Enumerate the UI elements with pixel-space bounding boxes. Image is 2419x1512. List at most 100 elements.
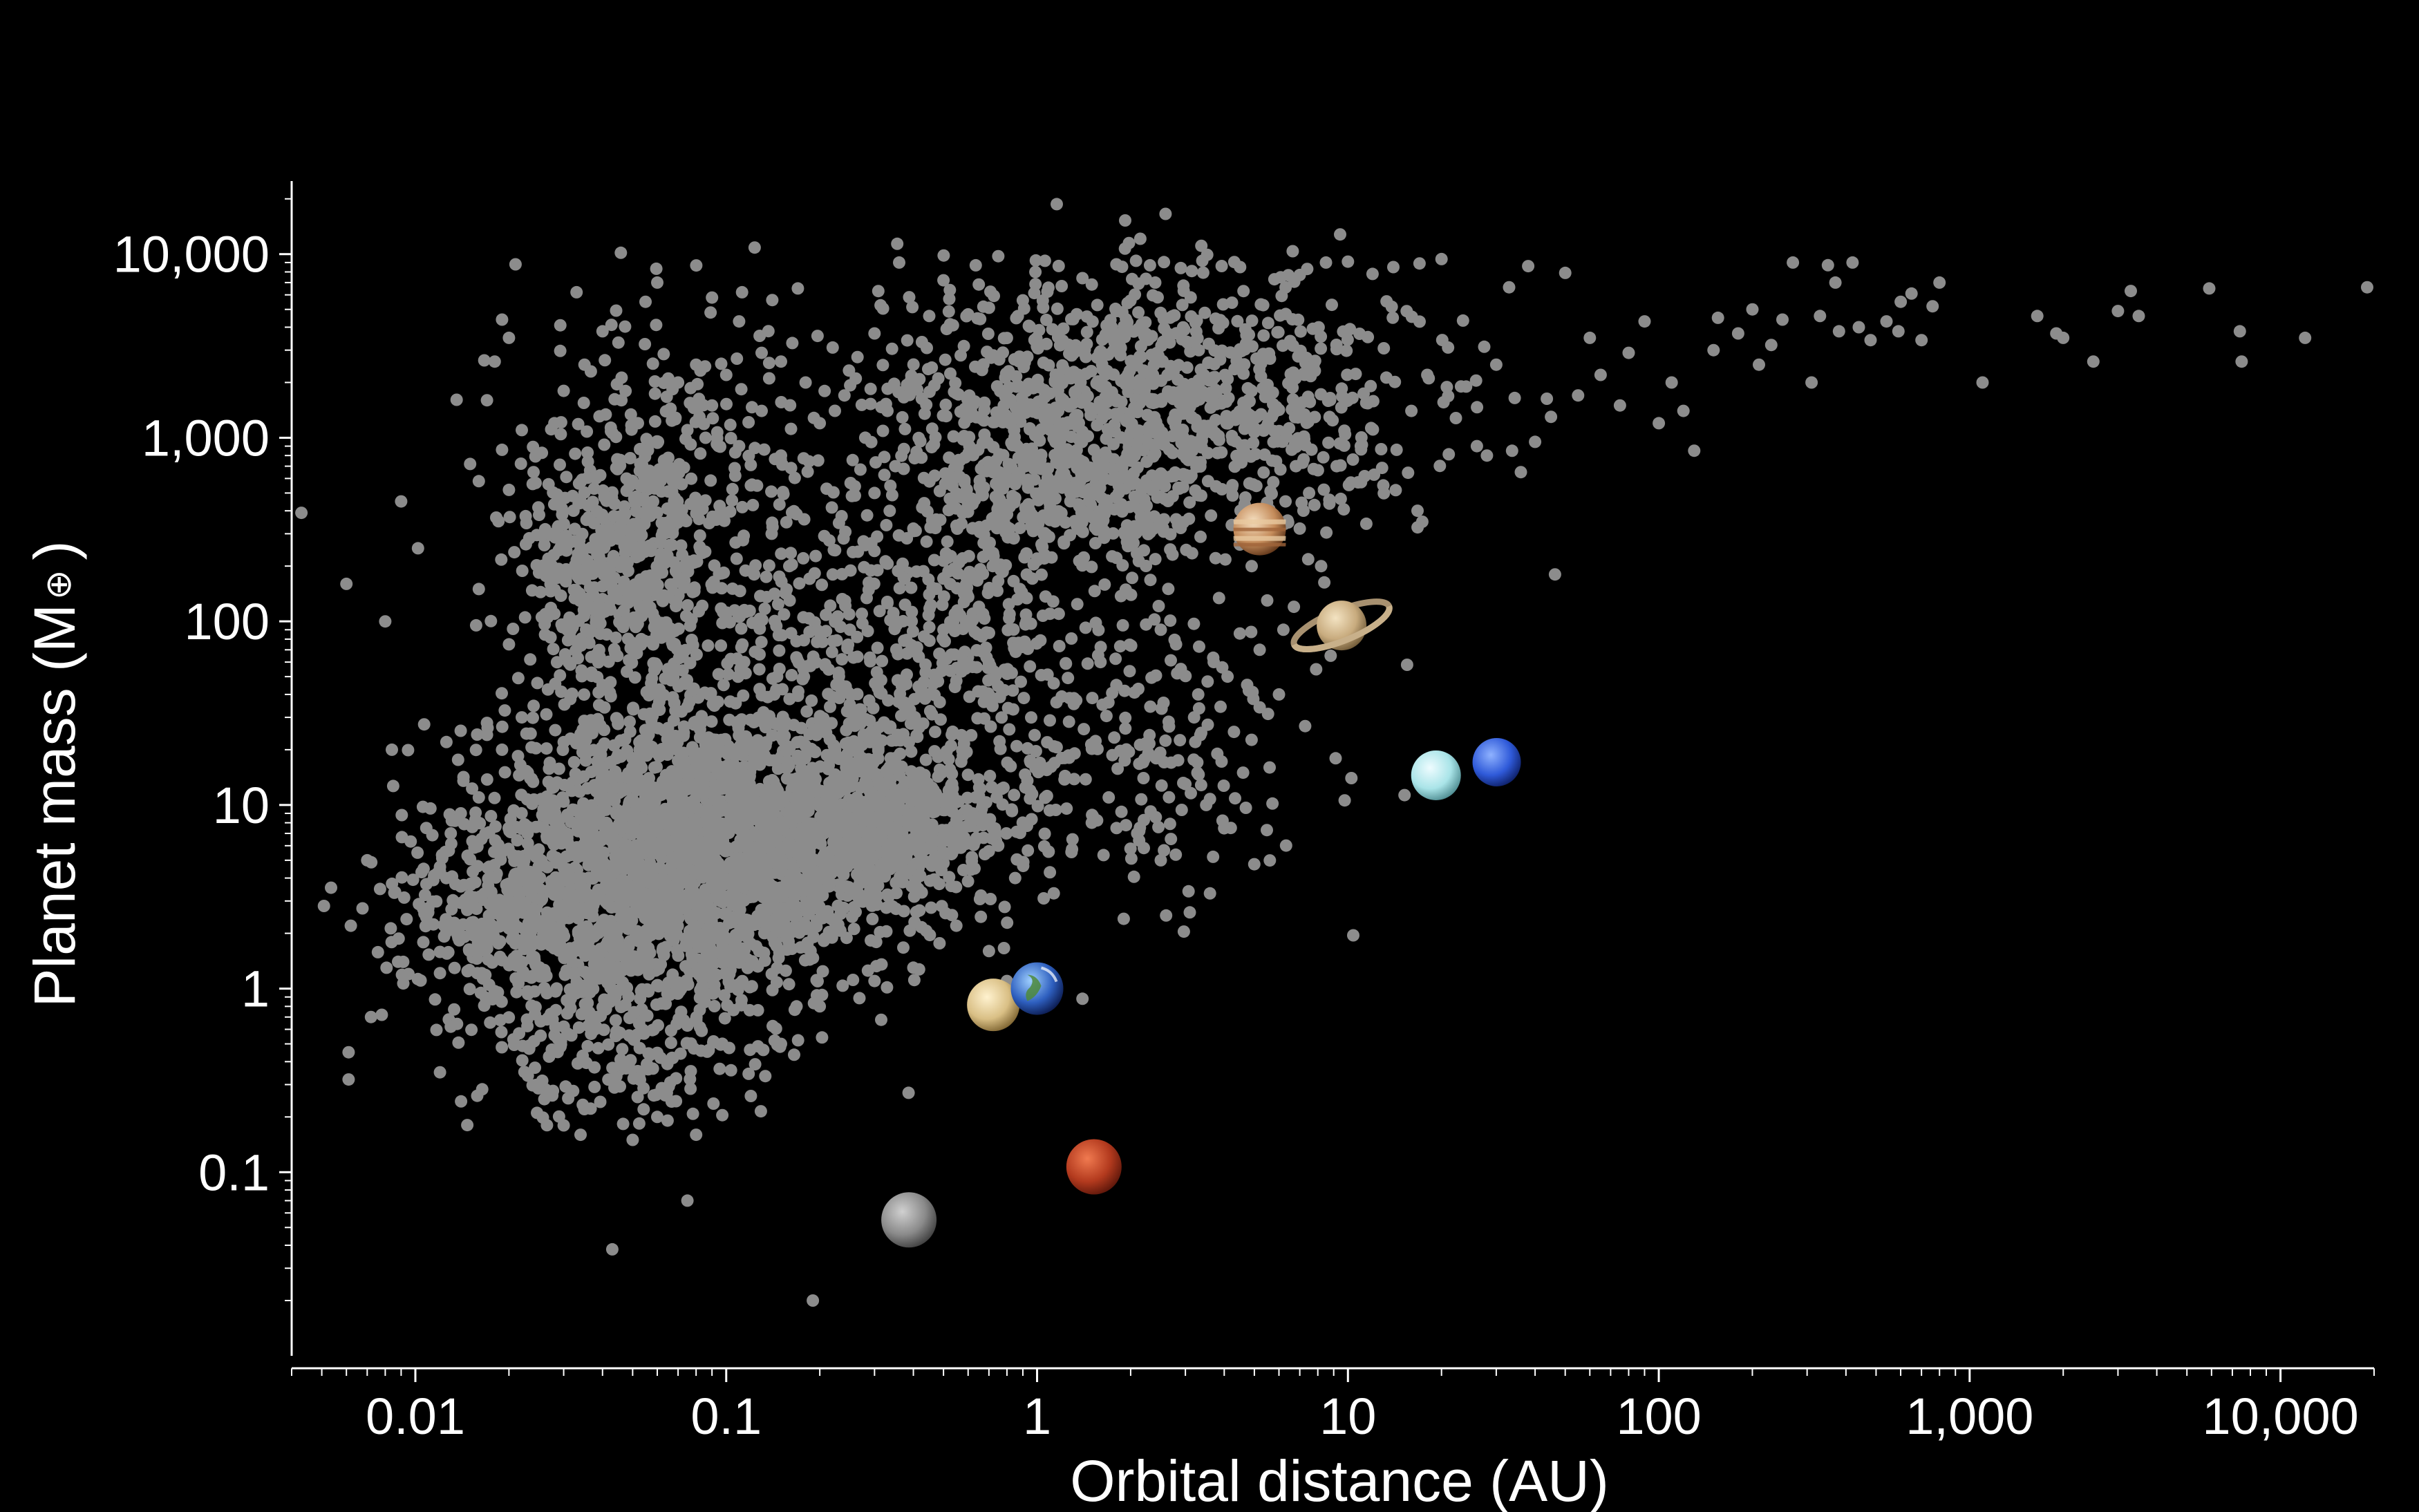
exoplanet-point	[570, 737, 583, 750]
exoplanet-point	[1052, 259, 1065, 272]
exoplanet-point	[674, 849, 687, 862]
exoplanet-point	[910, 905, 923, 918]
exoplanet-point	[633, 1041, 646, 1055]
exoplanet-point	[656, 944, 669, 957]
exoplanet-point	[631, 1090, 644, 1104]
exoplanet-point	[542, 478, 555, 491]
exoplanet-point	[681, 764, 694, 777]
exoplanet-point	[1030, 332, 1043, 345]
exoplanet-point	[521, 1019, 534, 1032]
exoplanet-point	[492, 937, 505, 950]
exoplanet-point	[1380, 371, 1393, 384]
exoplanet-point	[484, 1016, 497, 1029]
exoplanet-point	[840, 821, 852, 834]
exoplanet-point	[581, 425, 594, 438]
exoplanet-point	[604, 755, 617, 768]
exoplanet-point	[608, 943, 621, 956]
exoplanet-point	[402, 744, 415, 757]
exoplanet-point	[1346, 391, 1359, 404]
exoplanet-point	[1185, 310, 1198, 323]
exoplanet-point	[1228, 460, 1241, 473]
exoplanet-point	[516, 565, 529, 577]
exoplanet-point	[596, 508, 609, 521]
exoplanet-point	[590, 1020, 603, 1033]
exoplanet-point	[876, 302, 890, 315]
exoplanet-point	[655, 616, 668, 630]
exoplanet-point	[529, 741, 543, 755]
exoplanet-point	[800, 902, 813, 915]
exoplanet-point	[681, 599, 694, 612]
exoplanet-point	[568, 967, 581, 980]
exoplanet-point	[619, 546, 632, 559]
exoplanet-point	[676, 664, 689, 677]
exoplanet-point	[972, 278, 986, 291]
exoplanet-point	[653, 861, 666, 874]
exoplanet-point	[907, 358, 920, 371]
exoplanet-point	[492, 515, 505, 528]
exoplanet-point	[801, 870, 814, 883]
exoplanet-point	[595, 956, 608, 970]
exoplanet-point	[1245, 314, 1259, 328]
exoplanet-point	[750, 858, 763, 870]
exoplanet-point	[1283, 334, 1297, 348]
exoplanet-point	[550, 856, 563, 869]
exoplanet-point	[1051, 198, 1063, 211]
exoplanet-point	[698, 686, 711, 699]
exoplanet-point	[775, 547, 788, 560]
exoplanet-point	[1029, 265, 1042, 278]
exoplanet-point	[1257, 466, 1270, 479]
exoplanet-point	[529, 958, 543, 972]
exoplanet-point	[574, 807, 587, 820]
exoplanet-point	[510, 959, 523, 972]
exoplanet-point	[581, 471, 594, 484]
exoplanet-point	[939, 907, 952, 920]
exoplanet-point	[1323, 497, 1336, 510]
exoplanet-point	[588, 1080, 601, 1093]
exoplanet-point	[1009, 401, 1022, 414]
exoplanet-point	[585, 727, 599, 739]
exoplanet-point	[1155, 374, 1168, 387]
exoplanet-point	[1122, 368, 1134, 381]
exoplanet-point	[669, 411, 682, 424]
exoplanet-point	[624, 907, 637, 920]
exoplanet-point	[717, 605, 730, 618]
exoplanet-point	[587, 838, 601, 851]
exoplanet-point	[623, 1012, 636, 1025]
exoplanet-point	[550, 656, 563, 669]
exoplanet-point	[427, 918, 440, 931]
exoplanet-point	[703, 906, 716, 919]
exoplanet-point	[464, 918, 477, 932]
exoplanet-point	[1334, 228, 1346, 241]
exoplanet-point	[1010, 853, 1024, 866]
exoplanet-point	[696, 972, 709, 985]
exoplanet-point	[944, 367, 957, 380]
exoplanet-point	[633, 479, 646, 492]
exoplanet-point	[527, 970, 540, 983]
exoplanet-point	[572, 1021, 585, 1034]
exoplanet-point	[735, 999, 748, 1012]
exoplanet-point	[761, 690, 774, 703]
exoplanet-point	[593, 885, 606, 898]
exoplanet-point	[1135, 318, 1148, 331]
exoplanet-point	[583, 636, 596, 650]
exoplanet-point	[677, 866, 690, 879]
exoplanet-point	[445, 918, 458, 931]
exoplanet-point	[371, 945, 384, 958]
exoplanet-point	[753, 683, 766, 696]
exoplanet-point	[816, 965, 829, 978]
exoplanet-point	[552, 828, 565, 841]
exoplanet-point	[1000, 332, 1013, 345]
exoplanet-point	[414, 974, 427, 987]
exoplanet-point	[1433, 460, 1447, 473]
exoplanet-point	[1110, 305, 1123, 318]
exoplanet-point	[578, 828, 591, 841]
exoplanet-point	[836, 979, 849, 992]
exoplanet-point	[1132, 306, 1145, 319]
exoplanet-point	[696, 871, 709, 884]
exoplanet-point	[500, 878, 513, 891]
exoplanet-point	[551, 1046, 564, 1059]
exoplanet-point	[717, 923, 730, 936]
exoplanet-point	[392, 932, 405, 945]
exoplanet-point	[556, 791, 569, 804]
